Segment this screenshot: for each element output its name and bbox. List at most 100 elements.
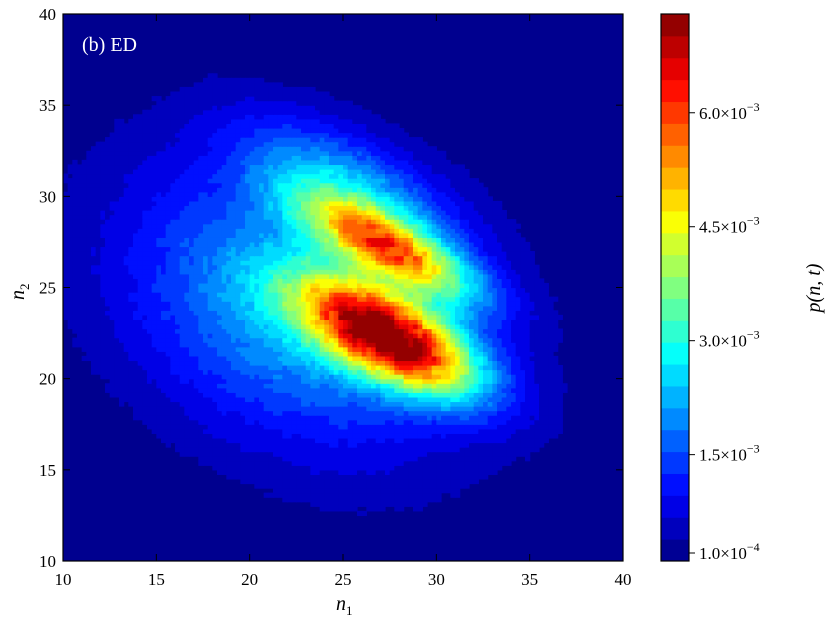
contour-cell	[403, 323, 409, 330]
contour-cell	[287, 424, 293, 430]
contour-cell	[277, 378, 283, 384]
contour-cell	[277, 310, 283, 316]
contour-cell	[291, 287, 297, 293]
contour-cell	[179, 383, 185, 389]
contour-cell	[417, 501, 423, 507]
contour-cell	[235, 410, 241, 416]
contour-cell	[287, 360, 293, 366]
contour-cell	[534, 447, 540, 453]
contour-cell	[315, 251, 321, 257]
contour-cell	[464, 360, 470, 366]
contour-cell	[207, 269, 213, 275]
contour-cell	[175, 346, 181, 352]
contour-cell	[310, 264, 316, 270]
contour-cell	[357, 378, 363, 384]
contour-cell	[203, 260, 209, 266]
contour-cell	[403, 287, 409, 293]
contour-cell	[539, 337, 545, 343]
contour-cell	[473, 360, 479, 366]
contour-cell	[534, 314, 540, 321]
contour-cell	[100, 260, 106, 266]
contour-cell	[487, 410, 493, 416]
contour-cell	[231, 251, 237, 257]
contour-cell	[483, 465, 489, 471]
contour-cell	[133, 310, 139, 316]
contour-cell	[254, 264, 260, 270]
contour-cell	[357, 465, 363, 471]
contour-cell	[497, 392, 503, 398]
contour-cell	[151, 255, 157, 261]
contour-cell	[198, 396, 204, 403]
contour-cell	[539, 396, 545, 403]
contour-cell	[361, 342, 367, 348]
contour-cell	[128, 328, 134, 334]
contour-cell	[221, 264, 227, 270]
contour-cell	[548, 396, 554, 403]
contour-cell	[441, 342, 447, 348]
contour-cell	[133, 328, 139, 334]
contour-cell	[114, 374, 120, 380]
contour-cell	[245, 474, 251, 480]
contour-cell	[459, 378, 465, 384]
contour-cell	[548, 369, 554, 375]
contour-cell	[198, 319, 204, 325]
contour-cell	[445, 296, 451, 302]
contour-cell	[464, 287, 470, 293]
contour-cell	[385, 401, 391, 407]
contour-cell	[492, 346, 498, 352]
contour-cell	[427, 469, 433, 475]
contour-cell	[240, 451, 246, 457]
contour-cell	[254, 305, 260, 311]
contour-cell	[305, 328, 311, 334]
contour-cell	[282, 488, 288, 494]
contour-cell	[357, 383, 363, 389]
contour-cell	[86, 337, 92, 343]
contour-cell	[147, 351, 153, 357]
contour-cell	[161, 428, 167, 434]
contour-cell	[347, 433, 353, 439]
contour-cell	[301, 328, 307, 334]
contour-cell	[445, 378, 451, 384]
contour-cell	[277, 351, 283, 357]
contour-cell	[529, 433, 535, 439]
contour-cell	[263, 460, 269, 466]
contour-cell	[324, 396, 330, 403]
contour-cell	[473, 383, 479, 389]
contour-cell	[492, 360, 498, 366]
contour-cell	[179, 424, 185, 430]
contour-cell	[441, 424, 447, 430]
contour-cell	[128, 314, 134, 321]
contour-cell	[408, 424, 414, 430]
contour-cell	[198, 410, 204, 416]
contour-cell	[273, 451, 279, 457]
contour-cell	[133, 246, 139, 252]
contour-cell	[287, 497, 293, 503]
contour-cell	[179, 255, 185, 261]
contour-cell	[305, 442, 311, 448]
contour-cell	[520, 351, 526, 357]
contour-cell	[175, 351, 181, 357]
contour-cell	[184, 447, 190, 453]
contour-cell	[455, 488, 461, 494]
contour-cell	[217, 305, 223, 311]
contour-cell	[221, 333, 227, 339]
contour-cell	[305, 355, 311, 362]
contour-cell	[324, 337, 330, 343]
contour-cell	[301, 251, 307, 257]
contour-cell	[161, 287, 167, 293]
contour-cell	[492, 369, 498, 375]
contour-cell	[310, 488, 316, 494]
contour-cell	[235, 460, 241, 466]
contour-cell	[296, 406, 302, 412]
contour-cell	[86, 314, 92, 321]
contour-cell	[333, 460, 339, 466]
contour-cell	[277, 369, 283, 375]
contour-cell	[431, 337, 437, 343]
contour-cell	[464, 428, 470, 434]
contour-cell	[534, 305, 540, 311]
contour-cell	[403, 401, 409, 407]
contour-cell	[221, 410, 227, 416]
contour-cell	[137, 355, 143, 362]
contour-cell	[287, 278, 293, 284]
contour-cell	[389, 428, 395, 434]
